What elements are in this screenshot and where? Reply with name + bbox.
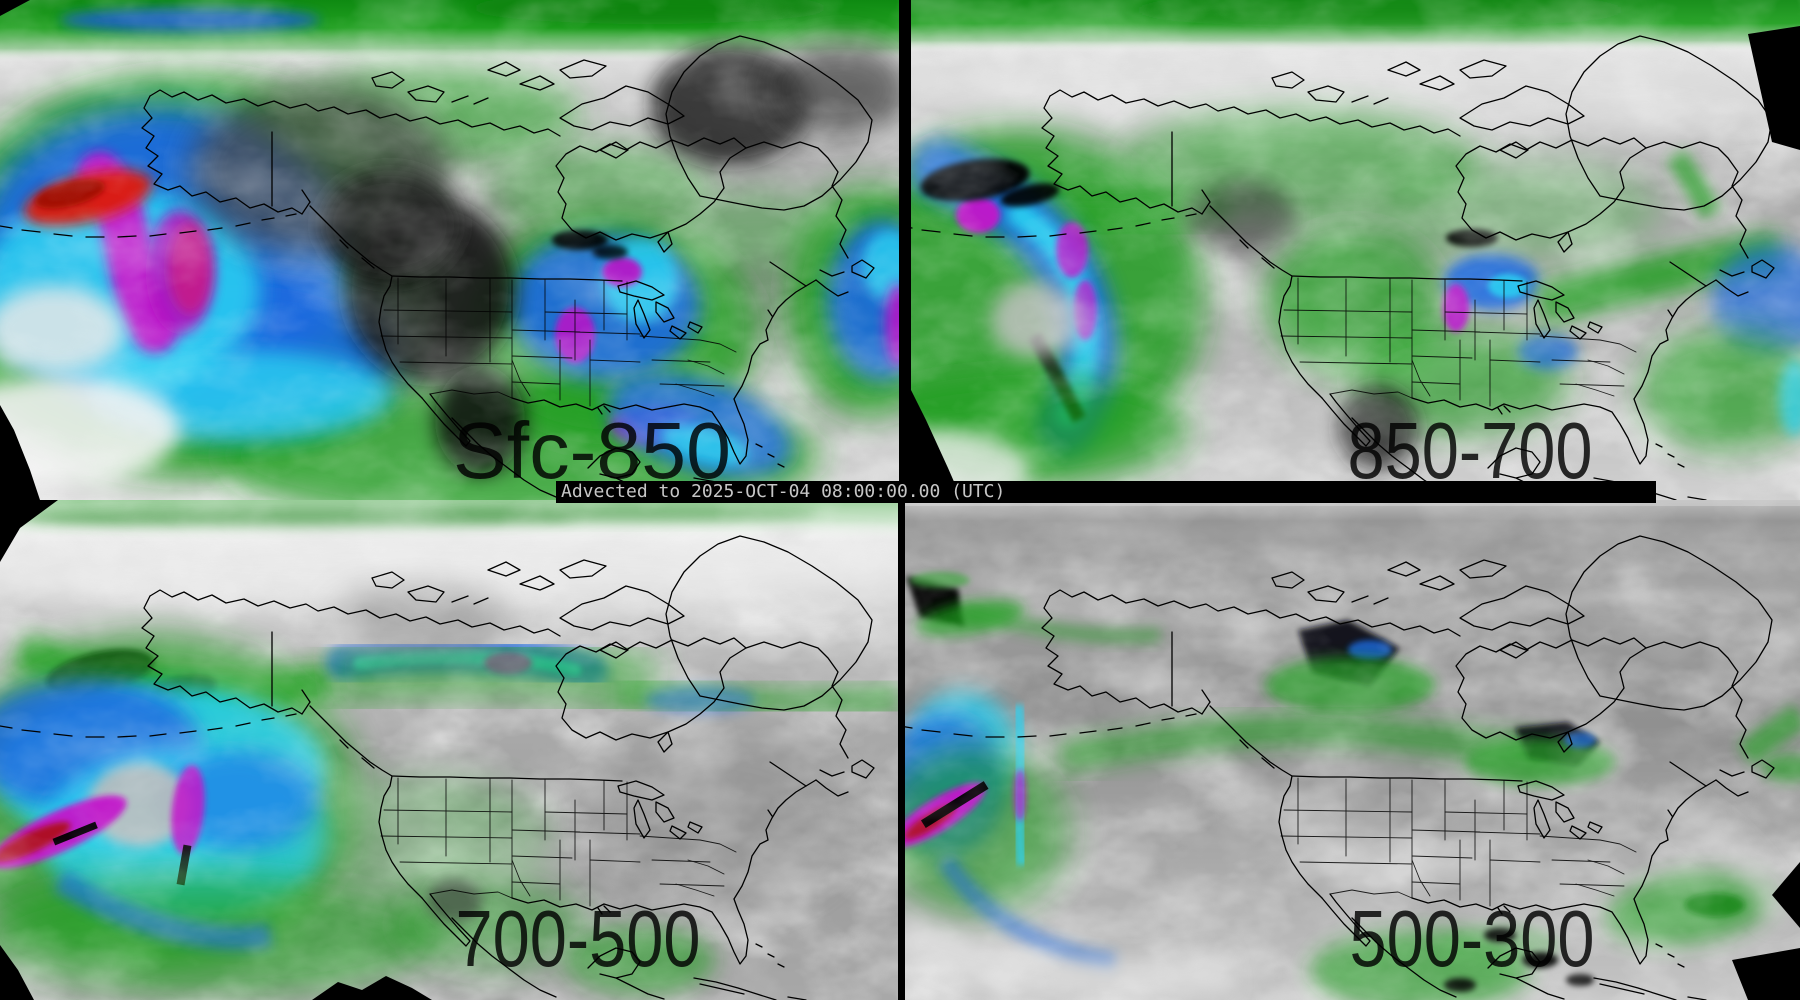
panel-700-500: 700-500 [0, 500, 900, 1000]
panel-label-700-500: 700-500 [456, 894, 701, 983]
projection-edge-wedges [0, 0, 40, 500]
panel-label-850-700: 850-700 [1348, 406, 1593, 495]
panel-850-700: 850-700 [900, 0, 1800, 500]
projection-edge-wedges [0, 500, 432, 1000]
projection-edge-wedges [900, 26, 1800, 500]
moisture-overlay [0, 500, 900, 1000]
panel-500-300: 500-300 [900, 500, 1800, 1000]
panel-label-sfc-850: Sfc-850 [453, 406, 731, 495]
projection-edge-wedges [1732, 862, 1800, 1000]
moisture-overlay [900, 500, 1800, 1000]
moisture-overlay [0, 0, 900, 500]
advected-time-banner: Advected to 2025-OCT-04 08:00:00.00 (UTC… [556, 481, 1656, 503]
panel-divider-vertical-bottom [898, 500, 905, 1000]
panel-sfc-850: Sfc-850 [0, 0, 900, 500]
panel-label-500-300: 500-300 [1350, 894, 1595, 983]
advected-time-text: Advected to 2025-OCT-04 08:00:00.00 (UTC… [561, 481, 1006, 502]
panel-divider-vertical-top [899, 0, 911, 500]
